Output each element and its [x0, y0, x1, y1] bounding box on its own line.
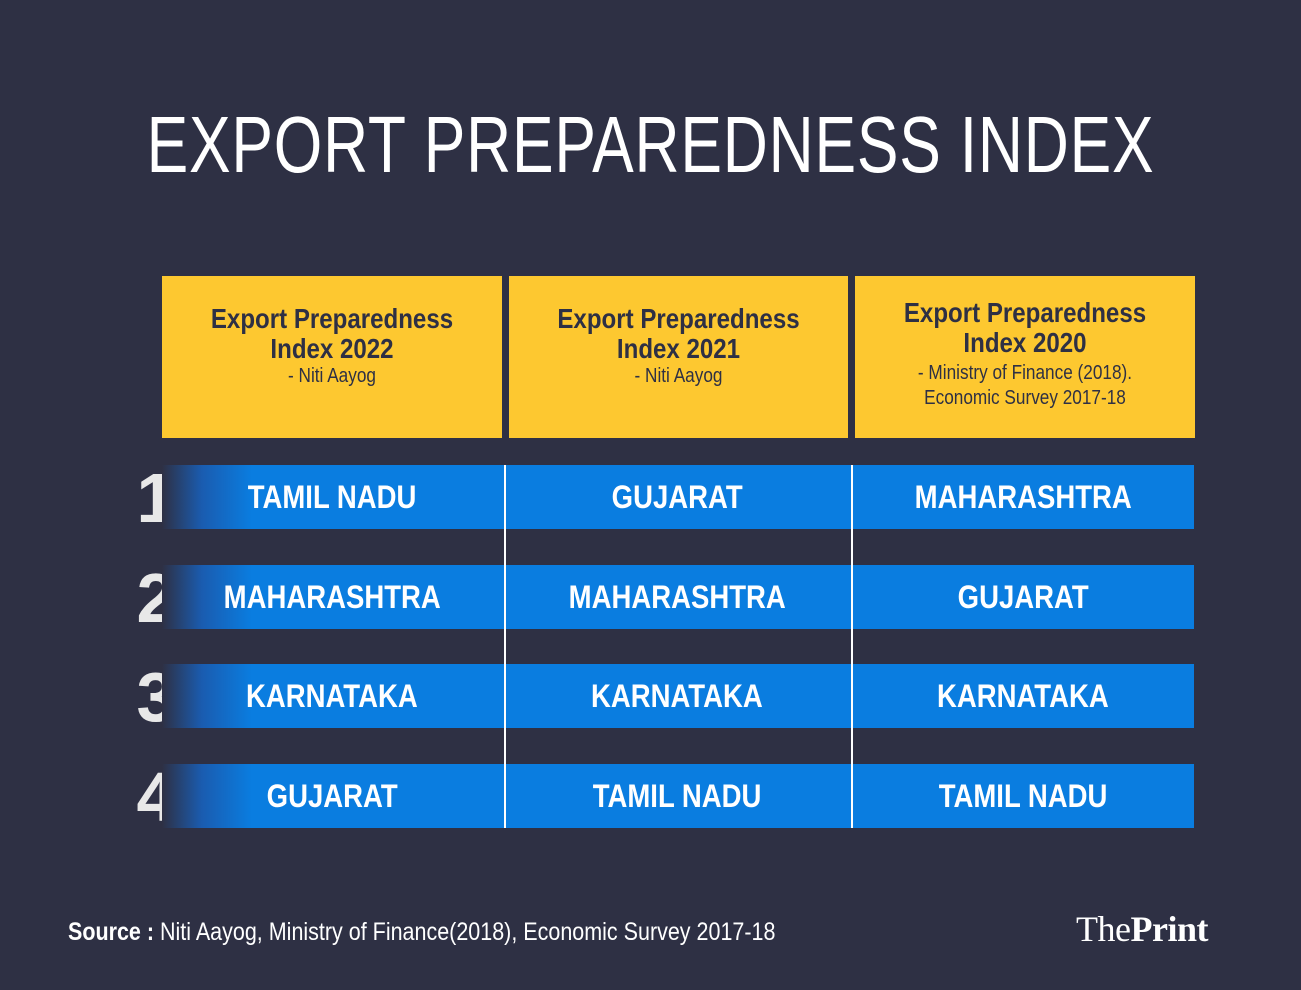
- header-title-line1: Export Preparedness: [557, 303, 800, 334]
- header-2020: Export Preparedness Index 2020 - Ministr…: [855, 276, 1195, 438]
- table-cell: GUJARAT: [611, 478, 743, 515]
- theprint-logo: ThePrint: [1076, 908, 1208, 950]
- logo-part2: Print: [1130, 909, 1208, 949]
- table-row: MAHARASHTRA MAHARASHTRA GUJARAT: [162, 565, 1194, 629]
- table-cell: TAMIL NADU: [592, 777, 762, 814]
- source-label: Source :: [68, 918, 155, 946]
- source-note: Source : Niti Aayog, Ministry of Finance…: [68, 918, 775, 947]
- table-cell: TAMIL NADU: [247, 478, 417, 515]
- table-cell: MAHARASHTRA: [223, 578, 441, 615]
- page-title: EXPORT PREPAREDNESS INDEX: [146, 100, 1155, 189]
- table-row: GUJARAT TAMIL NADU TAMIL NADU: [162, 764, 1194, 828]
- header-title-line1: Export Preparedness: [903, 297, 1147, 328]
- header-source: - Niti Aayog: [634, 365, 723, 387]
- table-cell: KARNATAKA: [937, 677, 1109, 714]
- table-cell: KARNATAKA: [246, 677, 418, 714]
- table-cell: GUJARAT: [266, 777, 398, 814]
- header-source: - Niti Aayog: [288, 365, 376, 387]
- header-title-line2: Index 2022: [270, 333, 394, 364]
- source-text: Niti Aayog, Ministry of Finance(2018), E…: [160, 918, 776, 946]
- header-title-line1: Export Preparedness: [210, 303, 454, 334]
- table-row: TAMIL NADU GUJARAT MAHARASHTRA: [162, 465, 1194, 529]
- header-source-line2: Economic Survey 2017-18: [924, 387, 1126, 409]
- table-row: KARNATAKA KARNATAKA KARNATAKA: [162, 664, 1194, 728]
- table-cell: KARNATAKA: [591, 677, 763, 714]
- table-cell: TAMIL NADU: [938, 777, 1108, 814]
- column-divider: [504, 465, 506, 828]
- column-divider: [851, 465, 853, 828]
- header-title-line2: Index 2020: [963, 327, 1087, 358]
- header-2021: Export Preparedness Index 2021 - Niti Aa…: [509, 276, 848, 438]
- table-cell: MAHARASHTRA: [914, 478, 1132, 515]
- header-title-line2: Index 2021: [616, 333, 741, 364]
- table-cell: MAHARASHTRA: [568, 578, 786, 615]
- table-cell: GUJARAT: [957, 578, 1089, 615]
- logo-part1: The: [1076, 909, 1131, 949]
- header-2022: Export Preparedness Index 2022 - Niti Aa…: [162, 276, 502, 438]
- header-source: - Ministry of Finance (2018).: [917, 362, 1133, 384]
